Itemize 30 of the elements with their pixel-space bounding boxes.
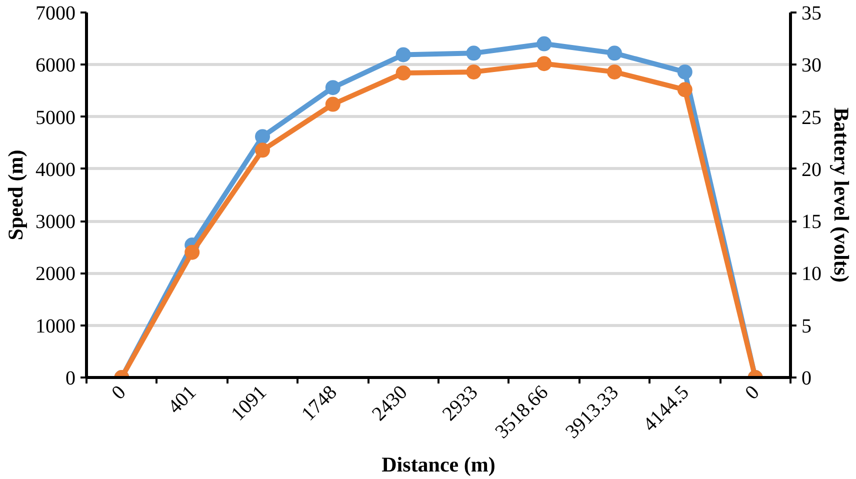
y2-tick-label: 25 xyxy=(802,106,822,129)
y2-tick-label: 35 xyxy=(802,2,822,24)
point xyxy=(607,46,622,61)
y-tick-label: 1000 xyxy=(36,315,76,338)
y-tick-label: 3000 xyxy=(36,211,76,234)
x-tick-label: 1091 xyxy=(227,381,271,426)
x-tick-label: 401 xyxy=(164,381,201,418)
point xyxy=(255,129,270,144)
y-tick-label: 7000 xyxy=(36,2,76,24)
y-tick-label: 4000 xyxy=(36,158,76,181)
y2-tick-label: 5 xyxy=(802,315,812,338)
y2-tick-label: 10 xyxy=(802,263,822,286)
y-tick-label: 6000 xyxy=(36,54,76,77)
x-tick-label: 0 xyxy=(741,381,764,404)
point xyxy=(536,36,552,52)
y2-axis-title: Battery level (volts) xyxy=(830,108,854,282)
y2-tick-label: 0 xyxy=(802,368,812,390)
y2-tick-label: 30 xyxy=(802,54,822,77)
y-tick-label: 0 xyxy=(66,368,76,390)
y-axis-title: Speed (m) xyxy=(4,150,28,240)
point xyxy=(466,46,482,61)
y2-tick-label: 20 xyxy=(802,158,822,181)
point xyxy=(396,47,411,62)
point xyxy=(325,80,340,96)
y-tick-label: 2000 xyxy=(36,263,76,286)
y2-tick-label: 15 xyxy=(802,211,822,234)
y-tick-label: 5000 xyxy=(36,106,76,129)
x-axis-title: Distance (m) xyxy=(382,452,496,476)
point xyxy=(677,64,692,80)
x-tick-label: 0 xyxy=(108,381,130,404)
